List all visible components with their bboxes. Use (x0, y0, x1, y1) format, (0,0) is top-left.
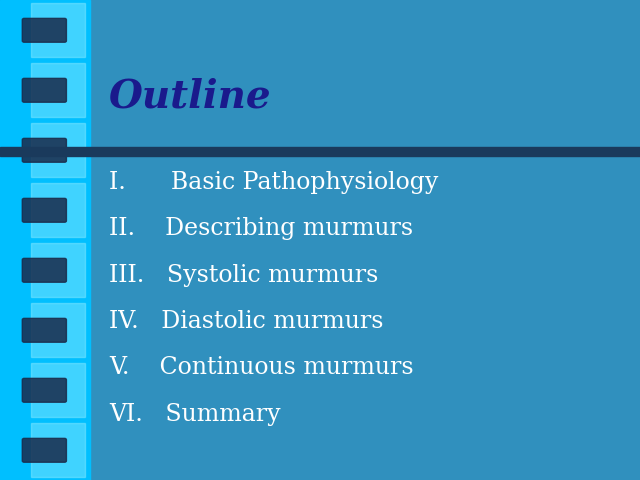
Bar (0, 147, 640, 156)
FancyBboxPatch shape (22, 78, 67, 102)
FancyBboxPatch shape (22, 438, 67, 462)
Bar (0, 0, 90, 480)
Text: II.    Describing murmurs: II. Describing murmurs (109, 217, 413, 240)
FancyBboxPatch shape (22, 378, 67, 402)
Bar (31, 303, 85, 357)
Bar (31, 123, 85, 177)
FancyBboxPatch shape (22, 258, 67, 282)
Bar (31, 183, 85, 237)
Bar (31, 423, 85, 477)
Bar (31, 3, 85, 57)
Text: V.    Continuous murmurs: V. Continuous murmurs (109, 357, 413, 380)
Text: III.   Systolic murmurs: III. Systolic murmurs (109, 264, 378, 287)
FancyBboxPatch shape (22, 138, 67, 162)
Text: I.      Basic Pathophysiology: I. Basic Pathophysiology (109, 171, 438, 194)
Bar (31, 243, 85, 297)
Bar (31, 363, 85, 417)
FancyBboxPatch shape (22, 318, 67, 342)
Text: VI.   Summary: VI. Summary (109, 403, 280, 426)
Text: Outline: Outline (109, 77, 271, 115)
Text: IV.   Diastolic murmurs: IV. Diastolic murmurs (109, 310, 383, 333)
Bar (31, 63, 85, 117)
FancyBboxPatch shape (22, 18, 67, 42)
FancyBboxPatch shape (22, 198, 67, 222)
